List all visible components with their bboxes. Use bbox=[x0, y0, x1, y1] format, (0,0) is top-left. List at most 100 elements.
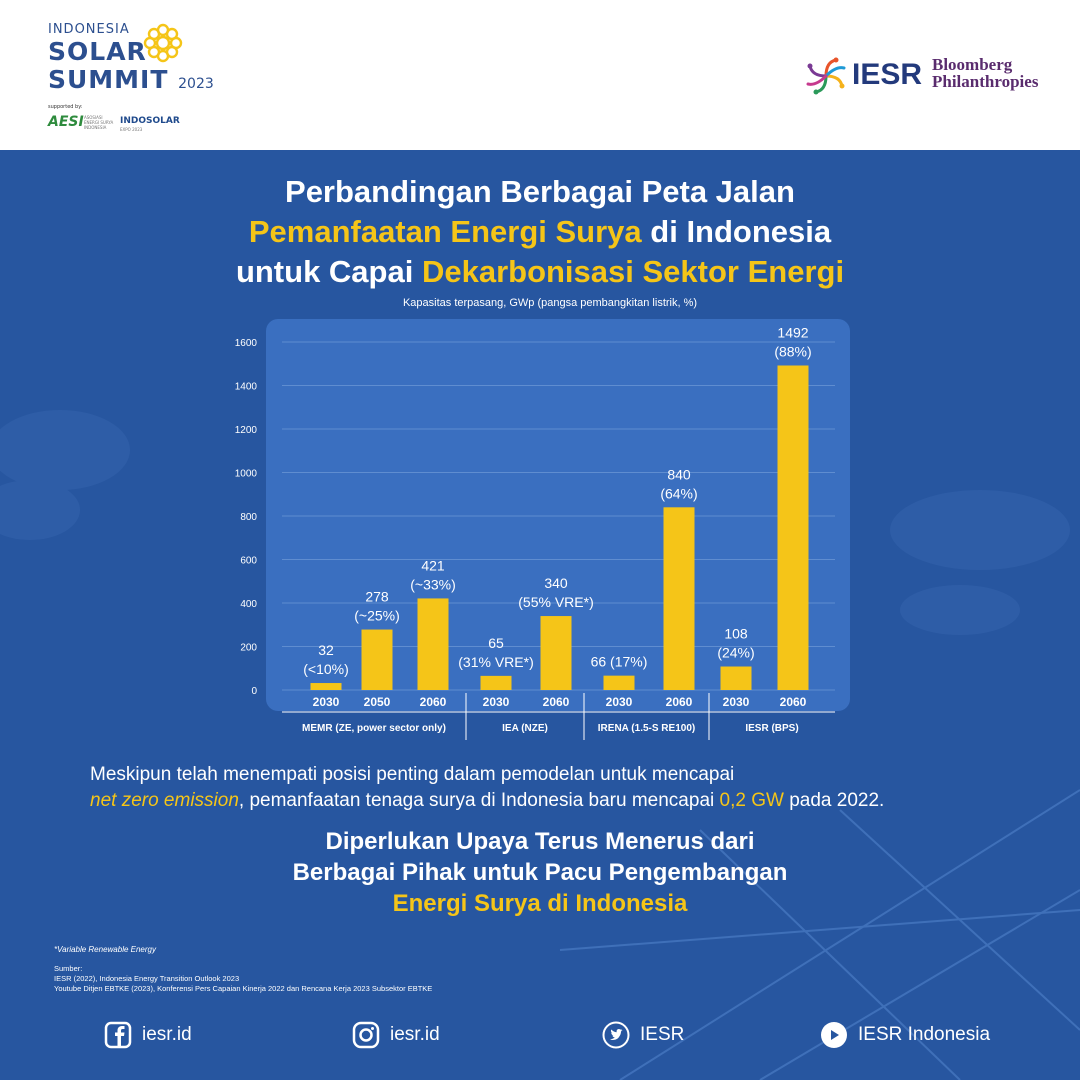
bar bbox=[720, 666, 752, 690]
data-label: (64%) bbox=[660, 485, 697, 501]
data-label: (~25%) bbox=[354, 608, 400, 624]
title-line1: Perbandingan Berbagai Peta Jalan bbox=[285, 174, 795, 209]
footnote: *Variable Renewable Energy bbox=[54, 945, 156, 954]
y-tick-label: 600 bbox=[240, 556, 257, 567]
social-instagram[interactable]: iesr.id bbox=[352, 1020, 440, 1050]
call-to-action: Diperlukan Upaya Terus Menerus dari Berb… bbox=[0, 826, 1080, 919]
data-label: (88%) bbox=[774, 343, 811, 359]
body-text-end: pada 2022. bbox=[783, 790, 885, 811]
body-text-value: 0,2 GW bbox=[719, 790, 784, 811]
x-tick-label: 2030 bbox=[723, 695, 750, 709]
data-label: 108 bbox=[724, 626, 748, 642]
group-label: MEMR (ZE, power sector only) bbox=[302, 723, 446, 734]
data-label: 840 bbox=[667, 466, 691, 482]
header: INDONESIA SOLAR SUMMIT 2023 supported by… bbox=[0, 0, 1080, 150]
body-text-line1: Meskipun telah menempati posisi penting … bbox=[90, 764, 735, 785]
x-tick-label: 2050 bbox=[364, 695, 391, 709]
y-tick-label: 800 bbox=[240, 512, 257, 523]
twitter-handle[interactable]: IESR bbox=[640, 1024, 685, 1045]
data-label: 1492 bbox=[777, 324, 808, 340]
aesi-subtitle: ASOSIASI ENERGI SURYA INDONESIA bbox=[84, 115, 114, 130]
y-tick-label: 400 bbox=[240, 599, 257, 610]
body-text-mid: , pemanfaatan tenaga surya di Indonesia … bbox=[238, 790, 720, 811]
indosolar-subtitle: EXPO 2023 bbox=[120, 127, 143, 132]
data-label: (55% VRE*) bbox=[518, 594, 593, 610]
youtube-channel[interactable]: IESR Indonesia bbox=[858, 1024, 991, 1045]
bloomberg-line1: Bloomberg bbox=[932, 55, 1013, 74]
data-label: (~33%) bbox=[410, 576, 456, 592]
cta-line1: Diperlukan Upaya Terus Menerus dari bbox=[325, 828, 755, 855]
bar bbox=[361, 629, 393, 690]
background-decoration bbox=[0, 410, 1080, 1080]
bar bbox=[777, 365, 809, 690]
x-tick-label: 2060 bbox=[543, 695, 570, 709]
data-label: 340 bbox=[544, 575, 568, 591]
x-tick-label: 2030 bbox=[606, 695, 633, 709]
summit-year: 2023 bbox=[178, 76, 214, 92]
sources: Sumber: IESR (2022), Indonesia Energy Tr… bbox=[54, 964, 432, 994]
title-line3-highlight: Dekarbonisasi Sektor Energi bbox=[421, 254, 845, 289]
bar bbox=[417, 598, 449, 690]
source-item: Youtube Ditjen EBTKE (2023), Konferensi … bbox=[54, 984, 433, 993]
y-tick-label: 0 bbox=[251, 686, 257, 697]
title-line2: Pemanfaatan Energi Surya di Indonesia bbox=[0, 212, 1080, 252]
instagram-icon bbox=[352, 1021, 380, 1049]
source-item: IESR (2022), Indonesia Energy Transition… bbox=[54, 974, 240, 983]
iesr-swirl-icon bbox=[806, 57, 846, 95]
bloomberg-philanthropies-logo: Bloomberg Philanthropies bbox=[932, 56, 1038, 90]
data-label: (31% VRE*) bbox=[458, 654, 533, 670]
title-line3-start: untuk Capai bbox=[235, 254, 422, 289]
y-tick-label: 200 bbox=[240, 643, 257, 654]
bar-chart: 0 200 400 600 800 1000 1200 1400 1600 32 (<10%) 20… bbox=[235, 319, 850, 740]
data-label: 66 (17%) bbox=[591, 654, 648, 670]
sources-heading: Sumber: bbox=[54, 964, 83, 973]
x-tick-label: 2060 bbox=[420, 695, 447, 709]
title-line2-highlight: Pemanfaatan Energi Surya bbox=[248, 214, 642, 249]
x-tick-label: 2030 bbox=[313, 695, 340, 709]
y-tick-label: 1400 bbox=[235, 382, 258, 393]
social-facebook[interactable]: iesr.id bbox=[104, 1020, 192, 1050]
data-label: 32 bbox=[318, 642, 334, 658]
social-youtube[interactable]: IESR Indonesia bbox=[820, 1020, 990, 1050]
social-twitter[interactable]: IESR bbox=[602, 1020, 684, 1050]
facebook-handle[interactable]: iesr.id bbox=[142, 1024, 192, 1045]
instagram-handle[interactable]: iesr.id bbox=[390, 1024, 440, 1045]
x-tick-label: 2060 bbox=[780, 695, 807, 709]
bar bbox=[310, 683, 342, 690]
body-text-line2: net zero emission, pemanfaatan tenaga su… bbox=[90, 788, 1010, 814]
y-tick-label: 1600 bbox=[235, 338, 258, 349]
y-tick-label: 1000 bbox=[235, 469, 258, 480]
title-line2-rest: di Indonesia bbox=[641, 214, 832, 249]
title-line3: untuk Capai Dekarbonisasi Sektor Energi bbox=[0, 252, 1080, 292]
summit-line3: SUMMIT bbox=[48, 65, 169, 94]
iesr-logo-text: IESR bbox=[852, 58, 923, 91]
chart-subtitle: Kapasitas terpasang, GWp (pangsa pembang… bbox=[402, 297, 698, 309]
facebook-icon bbox=[104, 1021, 132, 1049]
group-label: IEA (NZE) bbox=[502, 723, 548, 734]
summit-line1: INDONESIA bbox=[48, 22, 130, 37]
chart-panel bbox=[266, 319, 850, 711]
body-text-italic: net zero emission bbox=[90, 790, 239, 811]
data-label: 421 bbox=[421, 557, 445, 573]
aesi-logo: AESI bbox=[48, 114, 84, 130]
sunflower-icon bbox=[143, 23, 183, 63]
page-title: Perbandingan Berbagai Peta Jalan Pemanfa… bbox=[0, 172, 1080, 292]
bar bbox=[603, 675, 635, 690]
bar bbox=[540, 616, 572, 690]
bloomberg-line2: Philanthropies bbox=[932, 72, 1039, 91]
summit-line2: SOLAR bbox=[48, 37, 147, 66]
bar bbox=[663, 507, 695, 690]
data-label: (<10%) bbox=[303, 661, 349, 677]
cta-line2: Berbagai Pihak untuk Pacu Pengembangan bbox=[292, 859, 788, 886]
x-tick-label: 2060 bbox=[666, 695, 693, 709]
body-paragraph: Meskipun telah menempati posisi penting … bbox=[90, 762, 1010, 814]
data-label: 65 bbox=[488, 635, 504, 651]
group-label: IESR (BPS) bbox=[745, 723, 798, 734]
indosolar-logo: INDOSOLAR bbox=[120, 116, 180, 126]
y-tick-label: 1200 bbox=[235, 425, 258, 436]
x-tick-label: 2030 bbox=[483, 695, 510, 709]
bar bbox=[480, 675, 512, 690]
cta-line3: Energi Surya di Indonesia bbox=[392, 890, 688, 917]
youtube-icon bbox=[821, 1022, 847, 1048]
summit-logo: INDONESIA SOLAR SUMMIT 2023 bbox=[48, 22, 214, 98]
